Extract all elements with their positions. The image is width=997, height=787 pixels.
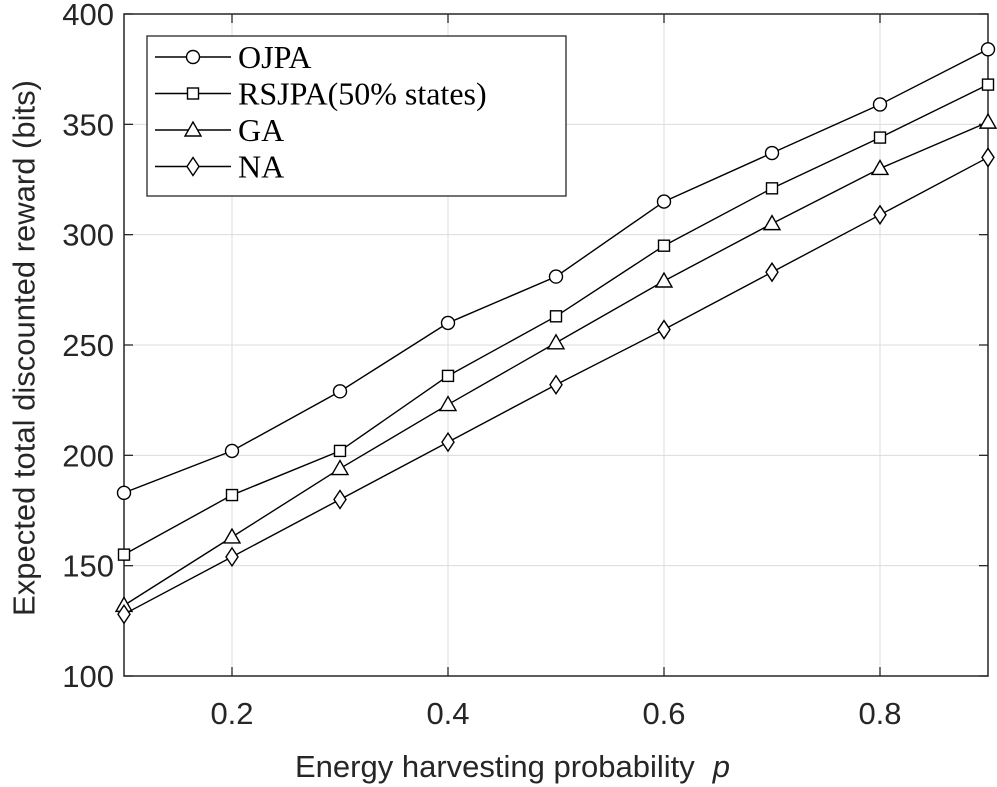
- data-point-na: [765, 261, 779, 283]
- legend-marker-ga: [183, 120, 203, 137]
- data-point-ojpa: [440, 315, 456, 331]
- y-tick-label: 350: [62, 107, 114, 142]
- data-point-na: [333, 489, 347, 510]
- x-tick-label: 0.6: [642, 696, 685, 731]
- legend-marker-na: [186, 156, 200, 177]
- data-point-na: [657, 319, 671, 340]
- data-point-rsjpa-50-states: [873, 131, 887, 144]
- series-layer: [114, 42, 997, 625]
- legend-marker-ojpa: [185, 49, 201, 65]
- data-point-ga: [222, 527, 242, 544]
- data-point-na: [873, 204, 887, 226]
- legend-label-ga: GA: [238, 112, 284, 148]
- data-point-rsjpa-50-states: [549, 310, 563, 323]
- series-na: [117, 147, 995, 625]
- x-axis-label: Energy harvesting probability p: [295, 749, 730, 784]
- data-point-ojpa: [656, 194, 672, 209]
- x-axis-label-text: Energy harvesting probability: [295, 749, 695, 784]
- data-point-ga: [978, 112, 997, 129]
- y-tick-label: 150: [62, 549, 114, 584]
- data-point-rsjpa-50-states: [765, 182, 779, 195]
- data-point-rsjpa-50-states: [981, 78, 995, 91]
- x-tick-label: 0.8: [858, 696, 901, 731]
- data-point-na: [225, 546, 239, 568]
- data-point-ojpa: [332, 384, 348, 399]
- y-axis-label: Expected total discounted reward (bits): [7, 80, 42, 616]
- data-point-rsjpa-50-states: [441, 369, 455, 383]
- y-tick-label: 300: [62, 218, 114, 253]
- data-point-ojpa: [980, 42, 996, 57]
- data-point-ojpa: [764, 145, 780, 161]
- data-point-rsjpa-50-states: [225, 488, 239, 502]
- series-ojpa: [116, 42, 996, 501]
- data-point-ga: [762, 214, 782, 231]
- legend-label-ojpa: OJPA: [238, 39, 312, 75]
- y-tick-label: 100: [62, 659, 114, 694]
- data-point-ojpa: [224, 443, 240, 459]
- legend-label-na: NA: [238, 149, 284, 185]
- legend-marker-rsjpa-50-states: [186, 87, 200, 100]
- legend-box: [146, 35, 567, 197]
- y-tick-label: 400: [62, 0, 114, 32]
- data-point-rsjpa-50-states: [117, 548, 131, 561]
- x-tick-label: 0.2: [210, 696, 253, 731]
- x-axis-symbol: p: [712, 749, 730, 784]
- y-tick-label: 200: [62, 438, 114, 473]
- data-point-na: [441, 431, 455, 453]
- data-point-na: [549, 374, 563, 395]
- data-point-ga: [438, 395, 458, 412]
- data-point-rsjpa-50-states: [657, 239, 671, 252]
- data-point-ojpa: [116, 485, 132, 501]
- axis-ticks: 0.2 0.4 0.6 0.8 100 150 200 250 300 350 400: [62, 0, 988, 731]
- legend-label-rsjpa-50-states: RSJPA(50% states): [238, 76, 487, 112]
- data-point-rsjpa-50-states: [333, 444, 347, 458]
- data-point-ga: [330, 459, 350, 476]
- data-point-ga: [654, 271, 674, 288]
- data-point-na: [117, 603, 131, 625]
- data-point-ga: [870, 159, 890, 176]
- y-tick-label: 250: [62, 328, 114, 363]
- series-rsjpa-50-states: [117, 78, 995, 561]
- data-point-ga: [546, 333, 566, 350]
- data-point-na: [981, 147, 995, 168]
- data-point-ojpa: [872, 97, 888, 112]
- x-tick-label: 0.4: [426, 696, 469, 731]
- series-ga: [114, 112, 997, 613]
- data-point-ojpa: [548, 269, 564, 284]
